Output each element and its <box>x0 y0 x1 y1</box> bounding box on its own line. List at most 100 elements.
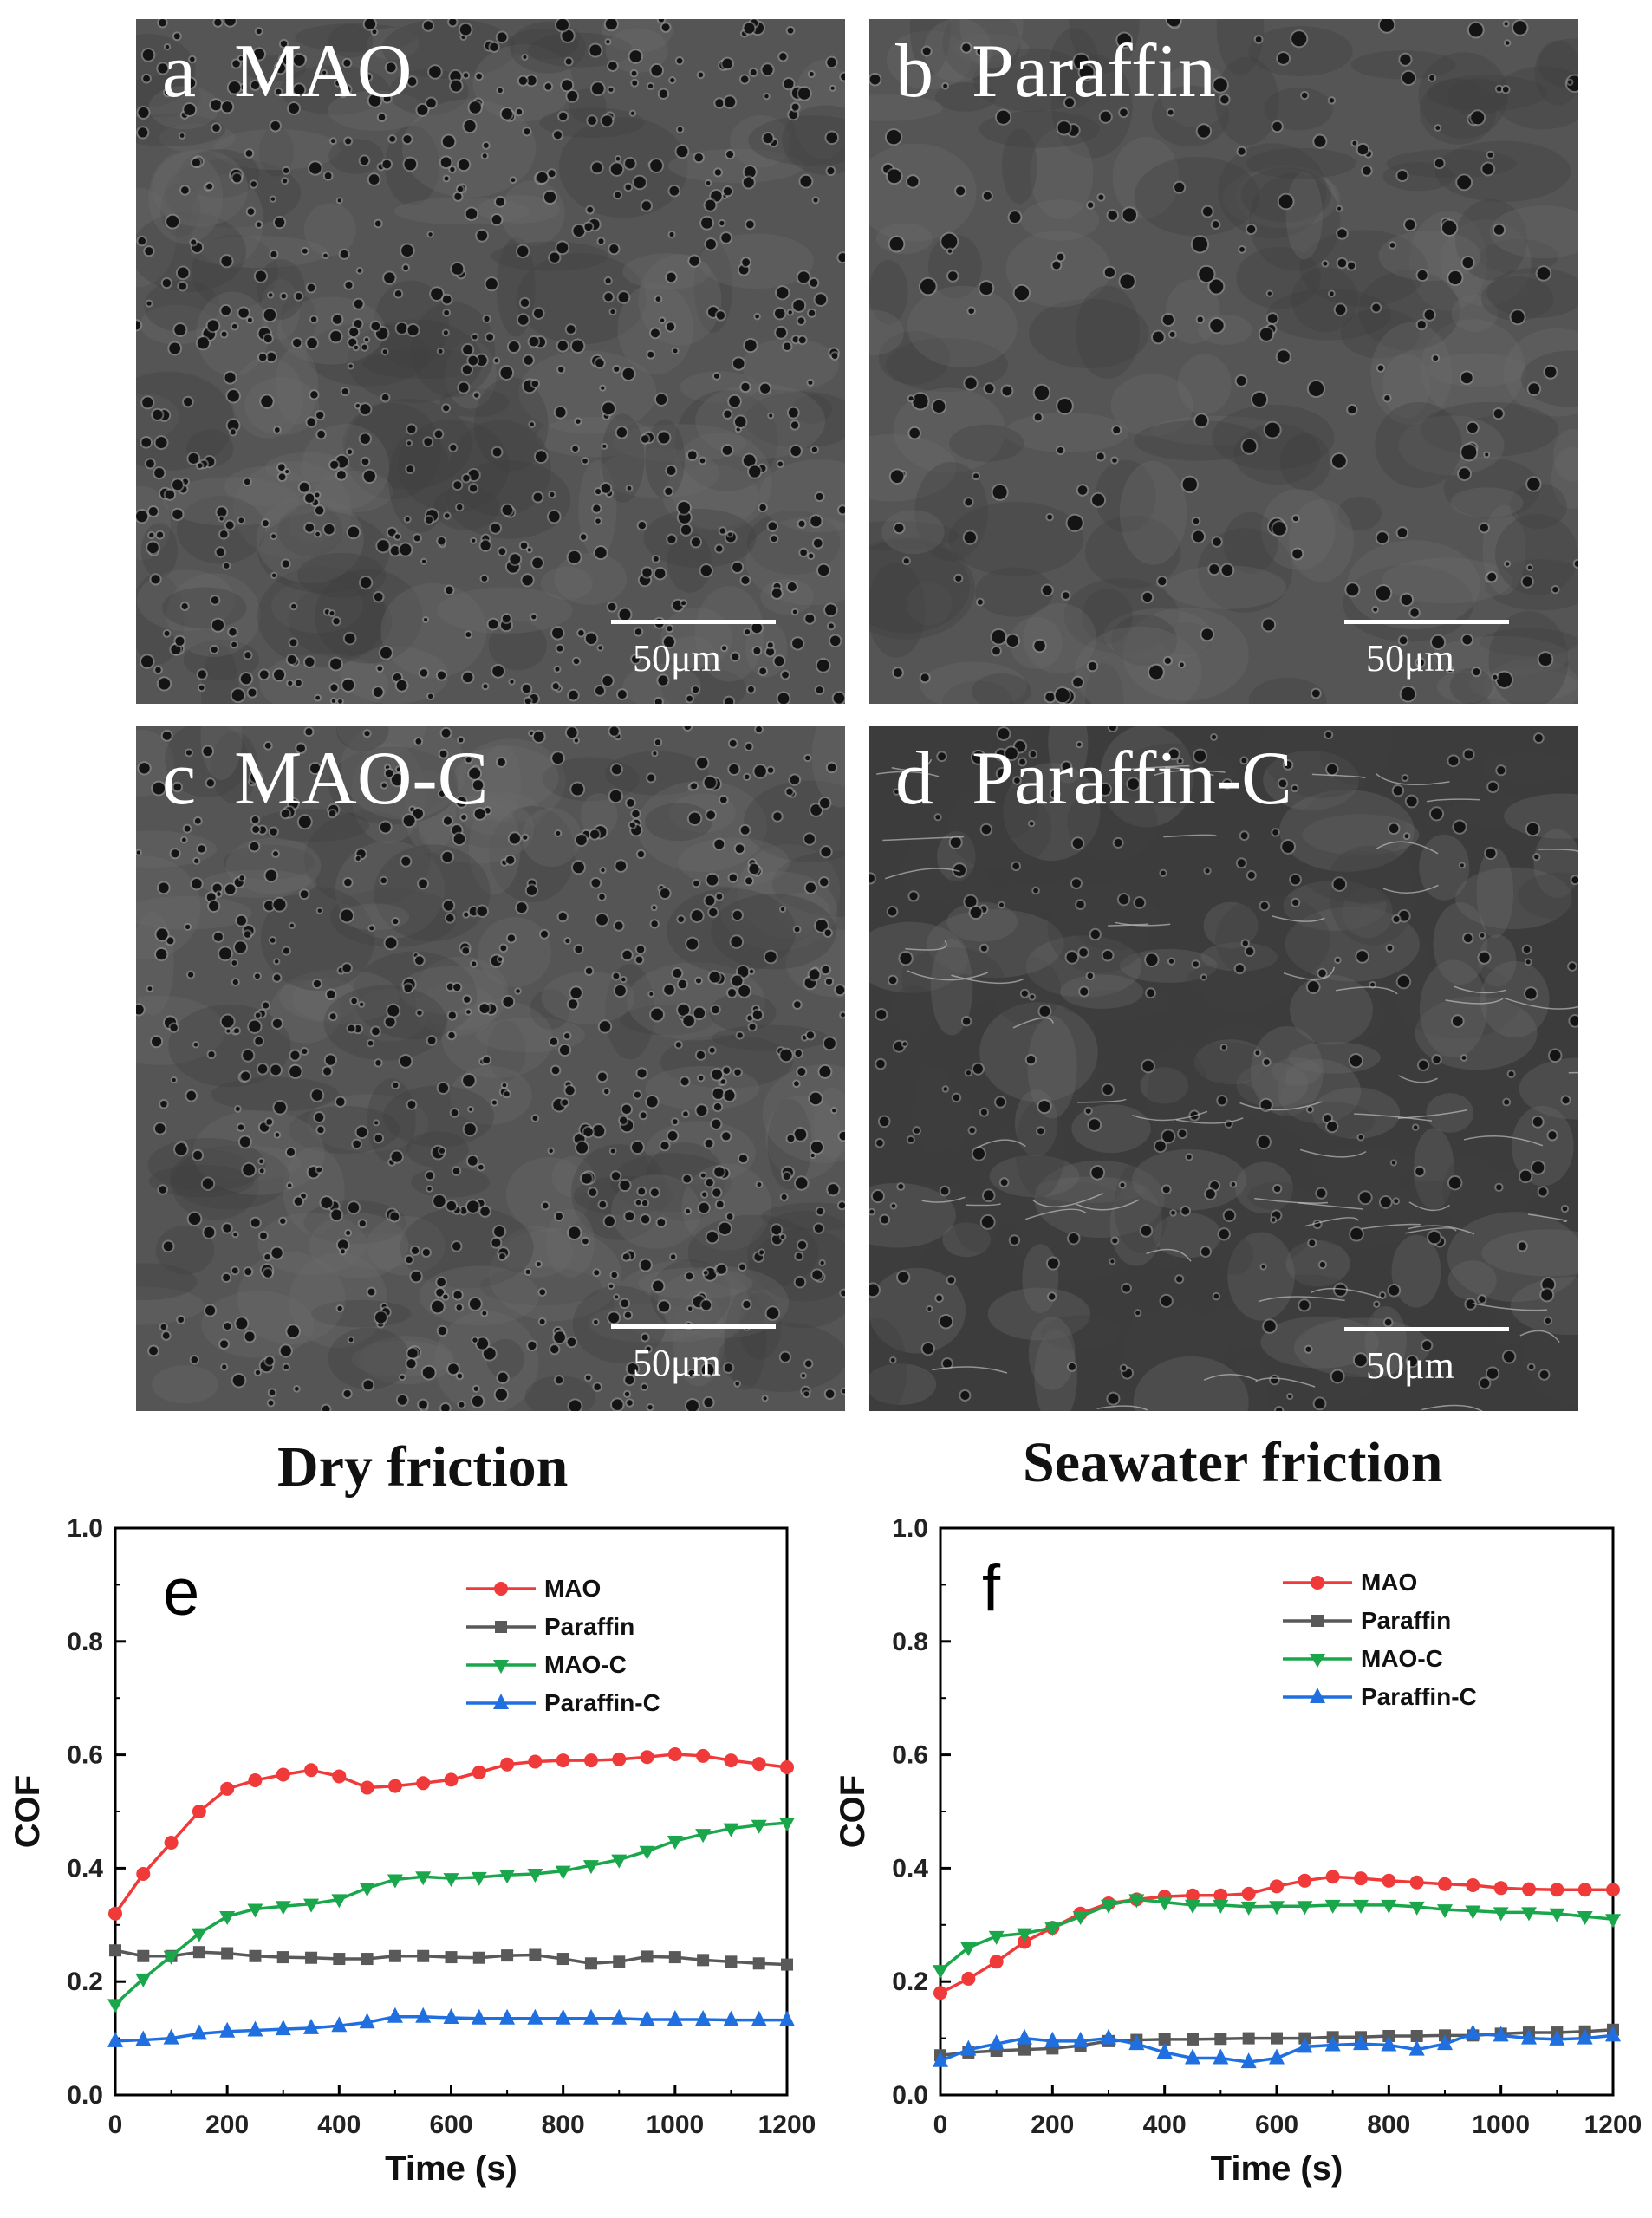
data-point <box>1324 1899 1341 1914</box>
data-point <box>960 2039 977 2056</box>
data-point <box>667 2010 683 2026</box>
data-point <box>611 1854 628 1869</box>
data-point <box>1185 2048 1200 2065</box>
data-point <box>667 1836 683 1851</box>
data-point <box>387 2007 403 2023</box>
data-point <box>529 1948 542 1961</box>
scale-bar <box>1344 1327 1509 1331</box>
data-point <box>303 2018 320 2034</box>
data-point <box>752 1957 765 1970</box>
sem-image-paraffin: b Paraffin 50μm <box>869 19 1578 704</box>
data-point <box>1214 2033 1227 2046</box>
sem-panel-name: MAO <box>234 29 413 114</box>
sem-panel-letter: d <box>895 737 933 821</box>
sem-texture <box>136 19 845 704</box>
y-tick-label: 0.6 <box>892 1741 928 1770</box>
data-point <box>249 1949 262 1962</box>
legend-marker <box>495 1621 507 1633</box>
legend-marker <box>1311 1615 1324 1627</box>
data-point <box>1269 1901 1285 1916</box>
series-paraffin-c <box>107 2007 795 2047</box>
data-point <box>1017 1928 1032 1942</box>
data-point <box>1438 1877 1452 1891</box>
x-tick-label: 1200 <box>758 2111 816 2139</box>
x-axis-label: Time (s) <box>385 2150 517 2188</box>
scale-bar-label: 50μm <box>633 637 721 680</box>
data-point <box>1158 2033 1171 2046</box>
data-point <box>1072 2031 1089 2047</box>
data-point <box>639 1845 655 1860</box>
data-point <box>1605 2026 1621 2042</box>
scale-bar <box>611 1324 776 1329</box>
data-point <box>582 1860 599 1875</box>
data-point <box>192 1946 205 1959</box>
series-line <box>114 1821 788 2006</box>
data-point <box>781 1958 793 1971</box>
legend-marker <box>1310 1654 1325 1668</box>
data-point <box>191 1928 207 1942</box>
data-point <box>1186 1888 1200 1903</box>
data-point <box>1353 2034 1369 2051</box>
data-point <box>1353 1899 1369 1914</box>
data-point <box>1410 2029 1423 2042</box>
data-point <box>641 1950 654 1963</box>
data-point <box>612 1752 627 1766</box>
scale-bar-label: 50μm <box>633 1342 721 1384</box>
data-point <box>107 2031 123 2047</box>
legend-label: Paraffin-C <box>1361 1683 1477 1710</box>
cof-chart-dry: 0 200 400 600 800 1000 1200 0.0 0.2 0.4 0.6 0.8 1.0 T… <box>9 1514 816 2188</box>
scale-bar <box>611 620 776 624</box>
data-point <box>1408 2039 1425 2056</box>
data-point <box>960 1942 977 1956</box>
legend: MAO Paraffin MAO-C Paraffin-C <box>466 1575 660 1716</box>
y-tick-label: 1.0 <box>892 1514 928 1543</box>
series-mao <box>933 1870 1620 2000</box>
data-point <box>1270 1879 1284 1894</box>
x-tick-label: 400 <box>317 2111 361 2139</box>
y-tick-label: 1.0 <box>67 1514 103 1543</box>
sem-image-mao: a MAO 50μm <box>136 19 845 704</box>
data-point <box>1018 2043 1031 2056</box>
data-point <box>695 2010 712 2026</box>
data-point <box>779 1818 795 1832</box>
data-point <box>1354 1871 1368 1886</box>
data-point <box>1240 2052 1257 2069</box>
sem-panel-label: d Paraffin-C <box>895 735 1292 823</box>
series-paraffin <box>109 1944 793 1971</box>
legend-marker <box>1311 1576 1324 1590</box>
data-point <box>107 1999 123 2013</box>
series-paraffin-c <box>933 2024 1621 2069</box>
data-point <box>276 1951 289 1964</box>
sem-image-mao-c: c MAO-C 50μm <box>136 726 845 1411</box>
data-point <box>1101 1899 1116 1914</box>
data-point <box>1185 1899 1200 1914</box>
sem-panel-letter: c <box>162 737 197 821</box>
data-point <box>135 2030 152 2046</box>
data-point <box>1017 2028 1032 2045</box>
x-tick-label: 1200 <box>1584 2111 1642 2139</box>
data-point <box>331 1894 348 1909</box>
data-point <box>499 2008 516 2025</box>
data-point <box>725 1955 738 1968</box>
data-point <box>528 1754 543 1769</box>
data-point <box>583 1753 598 1768</box>
sem-image-paraffin-c: d Paraffin-C 50μm <box>869 726 1578 1411</box>
sem-panel-name: Paraffin <box>972 29 1216 114</box>
sem-panel-label: c MAO-C <box>162 735 488 823</box>
data-point <box>1550 1883 1564 1897</box>
series-mao-c <box>107 1818 795 2013</box>
data-point <box>1521 1907 1537 1922</box>
x-tick-label: 0 <box>933 2111 948 2139</box>
legend-label: MAO-C <box>544 1651 627 1678</box>
data-point <box>1409 1875 1424 1890</box>
x-tick-label: 1000 <box>646 2111 704 2139</box>
data-point <box>1213 1888 1228 1903</box>
data-point <box>555 2008 571 2025</box>
data-point <box>527 2008 543 2025</box>
data-point <box>388 1949 401 1962</box>
data-point <box>1297 1901 1313 1916</box>
data-point <box>415 2007 432 2023</box>
data-point <box>417 1949 430 1962</box>
sem-panel-letter: a <box>162 29 197 114</box>
legend-label: MAO <box>1361 1569 1417 1596</box>
